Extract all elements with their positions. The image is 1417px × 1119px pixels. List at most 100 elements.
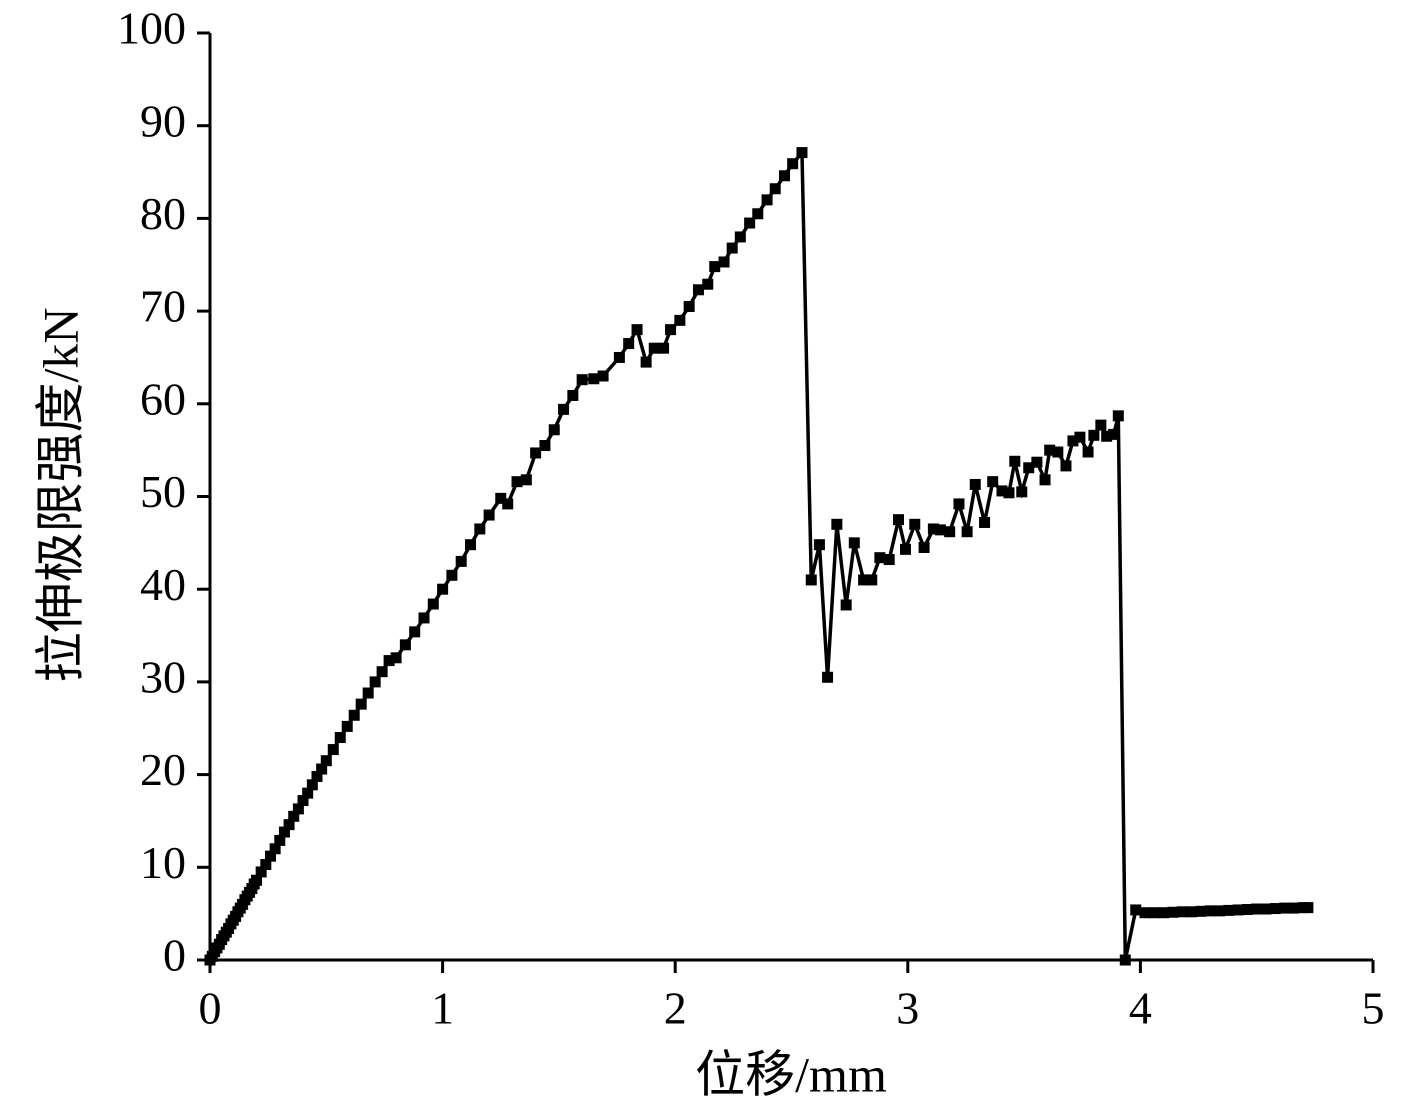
data-point <box>874 552 886 564</box>
data-point <box>1130 904 1142 916</box>
data-point <box>427 598 439 610</box>
data-point <box>1095 419 1107 431</box>
data-point <box>1288 902 1300 914</box>
data-point <box>822 671 834 683</box>
data-point <box>1031 456 1043 468</box>
data-point <box>866 574 878 586</box>
data-point <box>334 732 346 744</box>
data-point <box>418 612 430 624</box>
data-point <box>1039 474 1051 486</box>
data-point <box>1088 429 1100 441</box>
data-point <box>613 351 625 363</box>
data-point <box>648 342 660 354</box>
data-point <box>437 583 449 595</box>
x-axis-title: 位移/mm <box>695 1046 887 1102</box>
data-point <box>446 569 458 581</box>
data-point <box>1023 462 1035 474</box>
data-point <box>858 574 870 586</box>
data-point <box>548 424 560 436</box>
data-point <box>376 666 388 678</box>
data-point <box>1251 903 1263 915</box>
data-point <box>362 687 374 699</box>
data-point <box>399 639 411 651</box>
data-point <box>840 599 852 611</box>
y-tick-label: 80 <box>140 188 186 239</box>
data-point <box>588 373 600 385</box>
data-point <box>934 524 946 536</box>
data-point <box>1279 902 1291 914</box>
data-point <box>558 403 570 415</box>
data-point <box>530 447 542 459</box>
data-point <box>979 516 991 528</box>
data-point <box>288 810 300 822</box>
data-point <box>752 208 764 220</box>
data-point <box>1052 446 1064 458</box>
data-point <box>665 324 677 336</box>
data-point <box>692 284 704 296</box>
data-point <box>623 338 635 350</box>
data-point <box>1195 905 1207 917</box>
data-point <box>251 874 263 886</box>
data-point <box>597 370 609 382</box>
data-point <box>761 194 773 206</box>
data-point <box>311 770 323 782</box>
data-point <box>805 574 817 586</box>
data-point <box>927 523 939 535</box>
data-point <box>1232 904 1244 916</box>
data-point <box>744 217 756 229</box>
data-point <box>779 170 791 182</box>
data-point <box>683 300 695 312</box>
data-point <box>1186 906 1198 918</box>
y-axis-title: 拉伸极限强度/kN <box>32 308 88 683</box>
data-point <box>306 779 318 791</box>
data-point <box>1176 906 1188 918</box>
data-point <box>848 537 860 549</box>
data-point <box>1112 410 1124 422</box>
y-tick-label: 0 <box>163 930 186 981</box>
data-point <box>316 763 328 775</box>
data-point <box>1213 905 1225 917</box>
data-point <box>918 541 930 553</box>
data-point <box>520 474 532 486</box>
data-line <box>208 147 1308 961</box>
data-point <box>658 342 670 354</box>
x-tick-label: 1 <box>431 983 454 1034</box>
y-tick-label: 30 <box>140 651 186 702</box>
data-point <box>292 803 304 815</box>
data-point <box>883 554 895 566</box>
data-point <box>327 744 339 756</box>
data-point <box>1119 954 1131 966</box>
data-point <box>674 314 686 326</box>
data-point <box>1158 907 1170 919</box>
data-point <box>278 826 290 838</box>
data-point <box>260 859 272 871</box>
data-point <box>383 655 395 667</box>
data-point <box>264 850 276 862</box>
data-point <box>944 526 956 538</box>
data-point <box>796 147 808 159</box>
data-point <box>409 626 421 638</box>
data-point <box>1108 428 1120 440</box>
data-point <box>892 514 904 526</box>
data-point <box>369 676 381 688</box>
data-point <box>996 485 1008 497</box>
data-point <box>831 518 843 530</box>
data-point <box>1269 903 1281 915</box>
y-tick-label: 60 <box>140 373 186 424</box>
data-point <box>495 492 507 504</box>
data-point <box>274 834 286 846</box>
data-point <box>465 539 477 551</box>
y-tick-label: 90 <box>140 95 186 146</box>
data-point <box>718 256 730 268</box>
data-point <box>961 526 973 538</box>
data-point <box>1074 431 1086 443</box>
data-point <box>269 843 281 855</box>
x-tick-label: 4 <box>1129 983 1152 1034</box>
data-point <box>813 539 825 551</box>
x-tick-label: 3 <box>896 983 919 1034</box>
data-point <box>769 183 781 195</box>
data-point <box>640 356 652 368</box>
data-point <box>1167 906 1179 918</box>
data-point <box>1204 905 1216 917</box>
